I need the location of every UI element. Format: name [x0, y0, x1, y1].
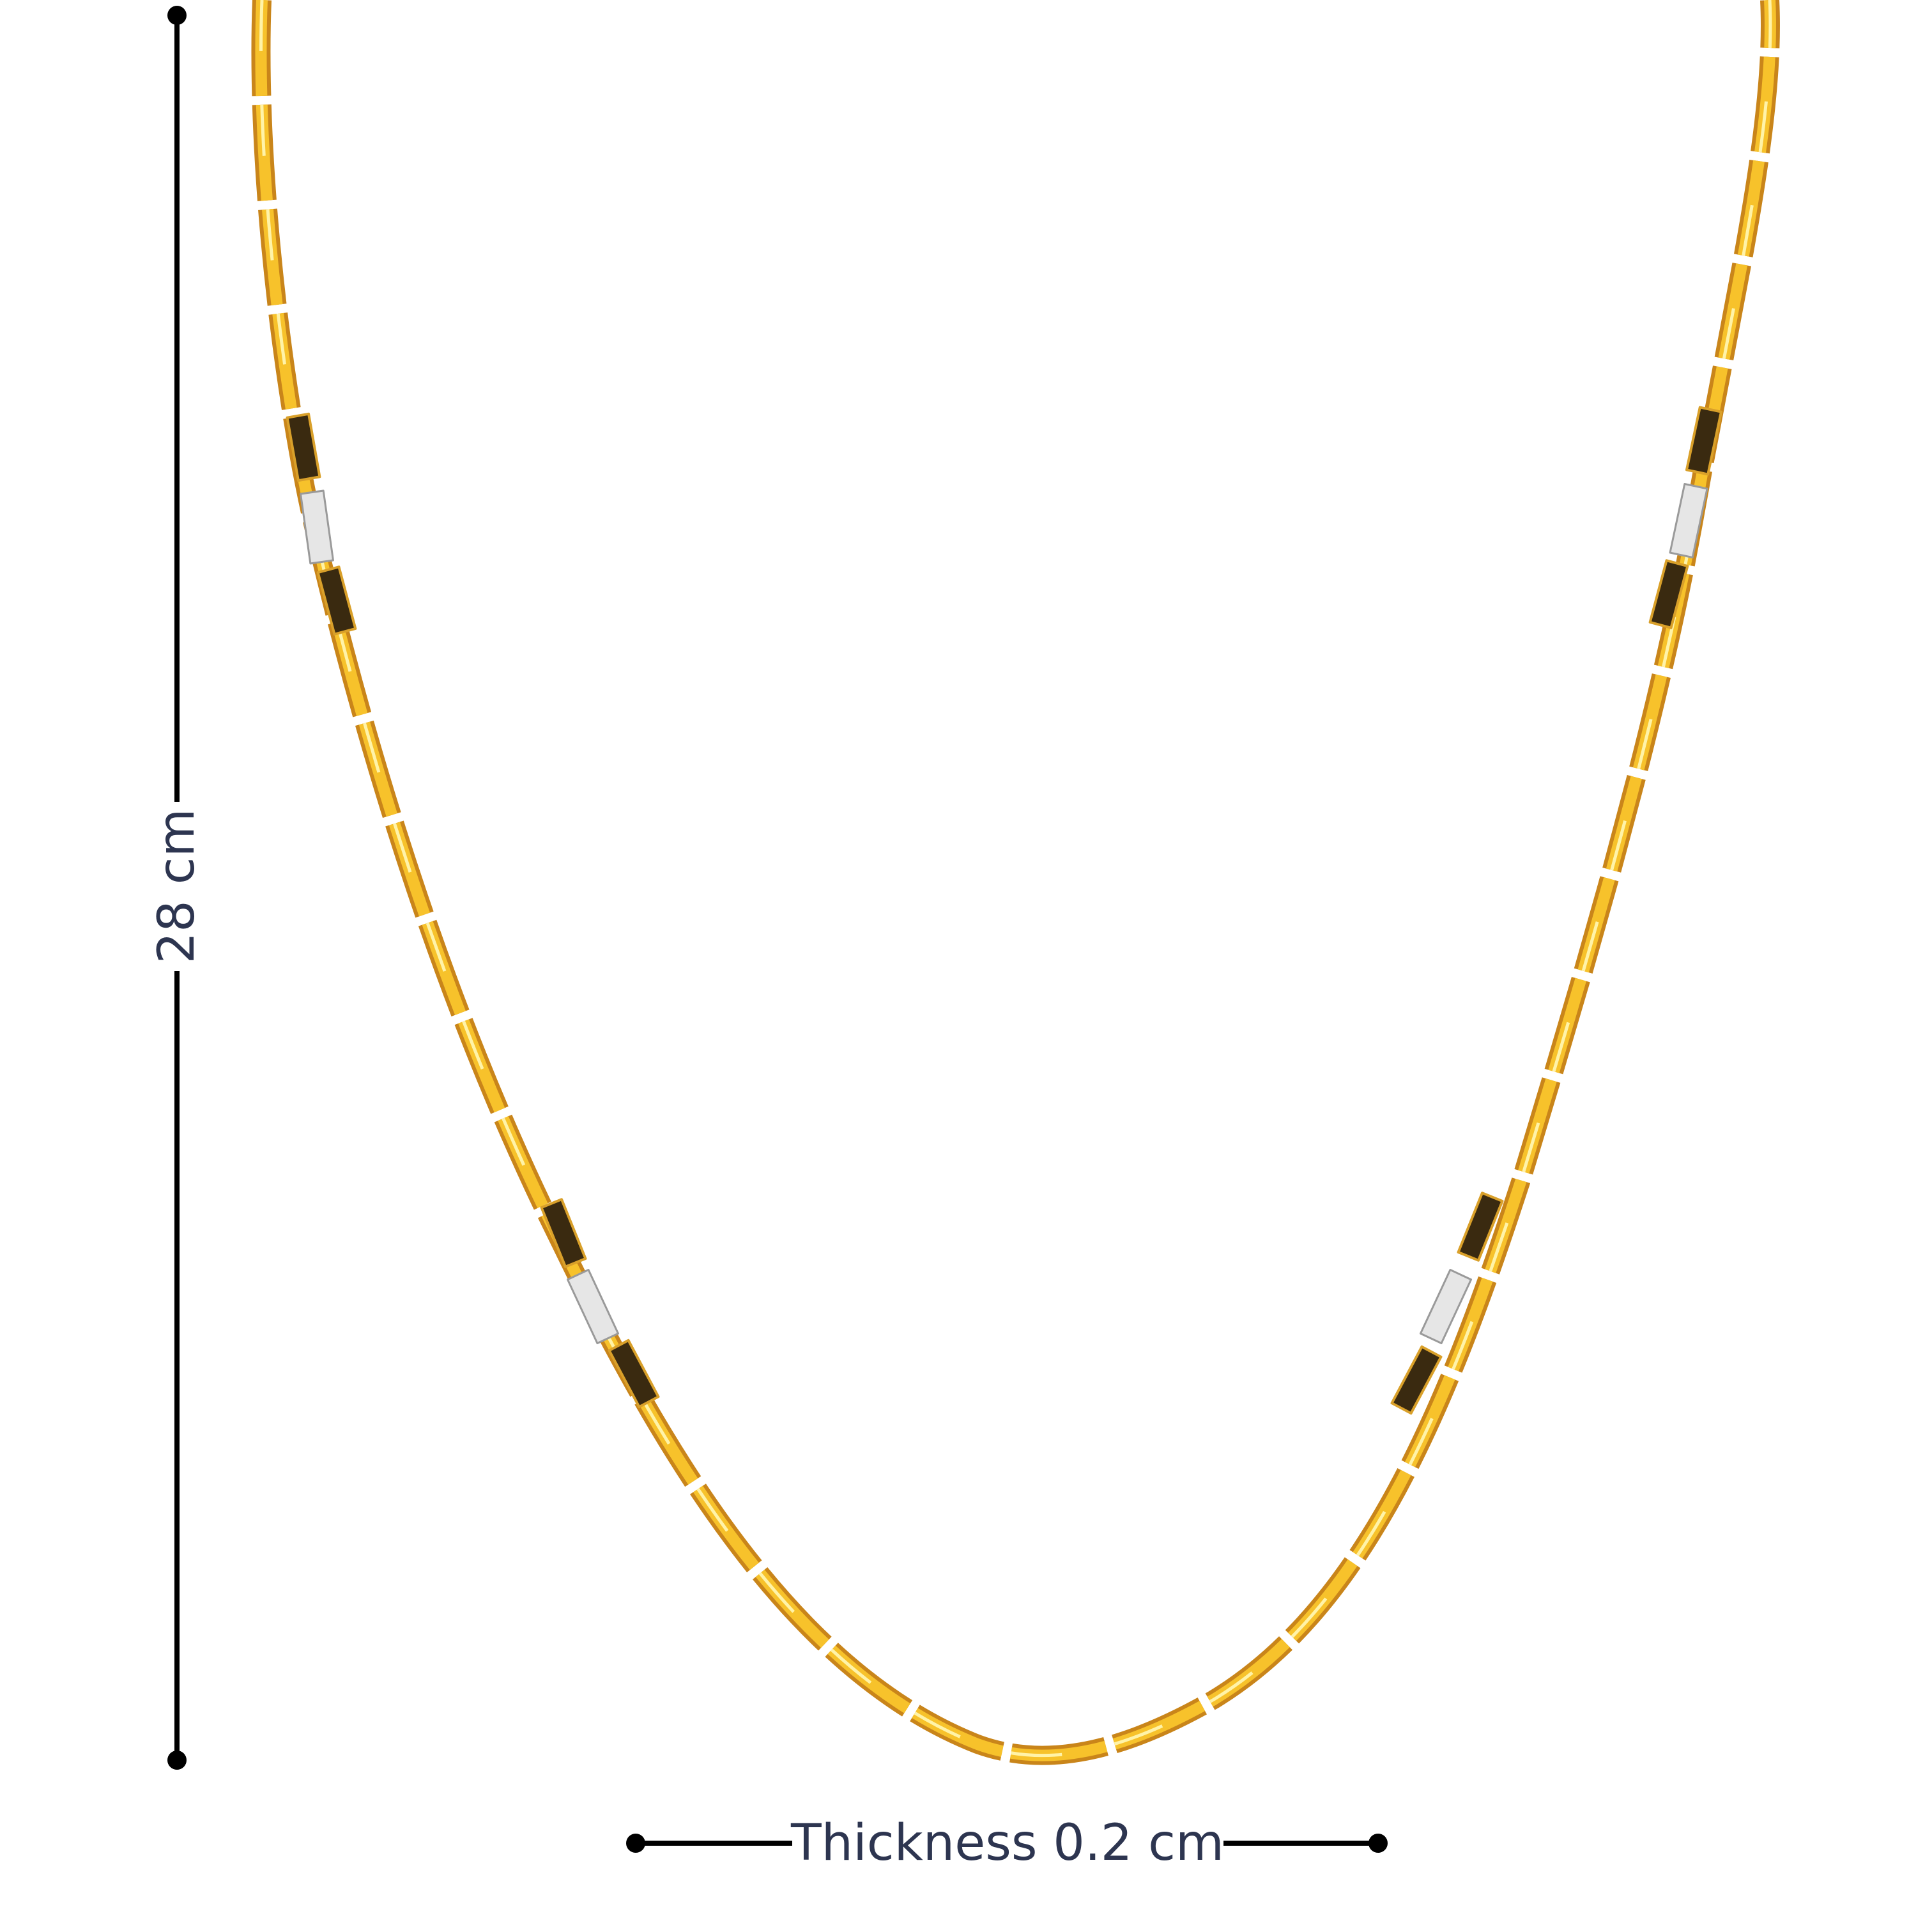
silver-link: [300, 489, 334, 565]
engraved-link: [1390, 1345, 1443, 1415]
dimension-end: [167, 1751, 187, 1770]
engraved-link: [316, 565, 357, 636]
dimension-end: [626, 1834, 645, 1853]
thickness-label: Thickness 0.2 cm: [790, 1814, 1224, 1872]
thickness-dimension: Thickness 0.2 cm: [626, 1814, 1388, 1872]
engraved-link: [1648, 559, 1689, 629]
engraved-link: [1685, 406, 1723, 476]
silver-link: [1669, 482, 1708, 559]
height-label: 28 cm: [148, 809, 206, 964]
engraved-link: [608, 1338, 660, 1409]
dimension-end: [167, 6, 187, 25]
engraved-link: [1457, 1192, 1504, 1262]
silver-link: [1419, 1269, 1473, 1344]
silver-link: [566, 1269, 620, 1344]
height-dimension: 28 cm: [148, 6, 206, 1770]
engraved-link: [286, 412, 321, 482]
engraved-link: [540, 1198, 587, 1268]
chain: [251, 0, 1780, 1765]
dimension-end: [1368, 1834, 1388, 1853]
